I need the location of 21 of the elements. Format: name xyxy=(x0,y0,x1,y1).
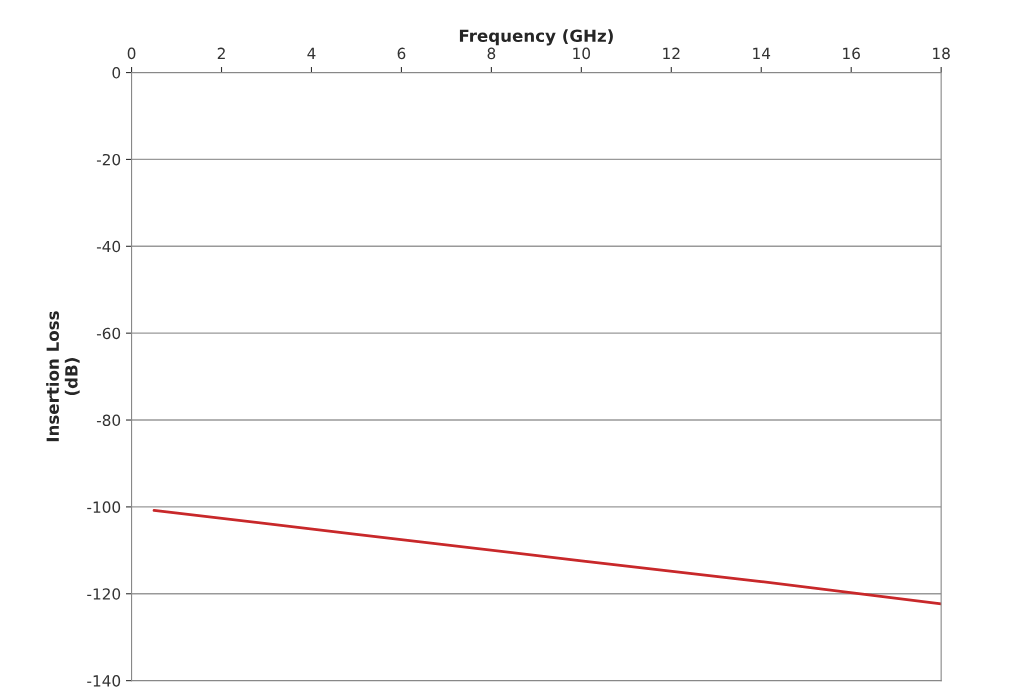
x-tick-label: 14 xyxy=(753,47,771,59)
x-tick-label: 2 xyxy=(217,47,225,59)
x-tick-label: 0 xyxy=(127,47,136,60)
x-tick-label: 4 xyxy=(307,47,316,59)
x-axis-title: Frequency (GHz) xyxy=(459,29,613,46)
y-tick-label: -20 xyxy=(96,153,121,166)
x-tick-label: 12 xyxy=(663,47,680,59)
x-tick-label: 6 xyxy=(397,47,406,60)
x-tick-label: 16 xyxy=(843,47,860,60)
y-tick-label: -120 xyxy=(87,588,121,600)
y-tick-label: -100 xyxy=(87,501,121,513)
line-series xyxy=(152,508,942,606)
y-axis-title: Insertion Loss (dB) xyxy=(46,311,80,442)
x-tick-label: 18 xyxy=(933,47,950,60)
y-tick-label: -140 xyxy=(87,675,121,687)
y-tick-label: 0 xyxy=(112,67,121,79)
x-tick-label: 10 xyxy=(573,47,591,60)
x-tick-label: 8 xyxy=(487,47,496,60)
y-tick-label: -80 xyxy=(96,414,121,427)
y-tick-label: -60 xyxy=(96,327,121,340)
y-tick-label: -40 xyxy=(96,240,121,253)
